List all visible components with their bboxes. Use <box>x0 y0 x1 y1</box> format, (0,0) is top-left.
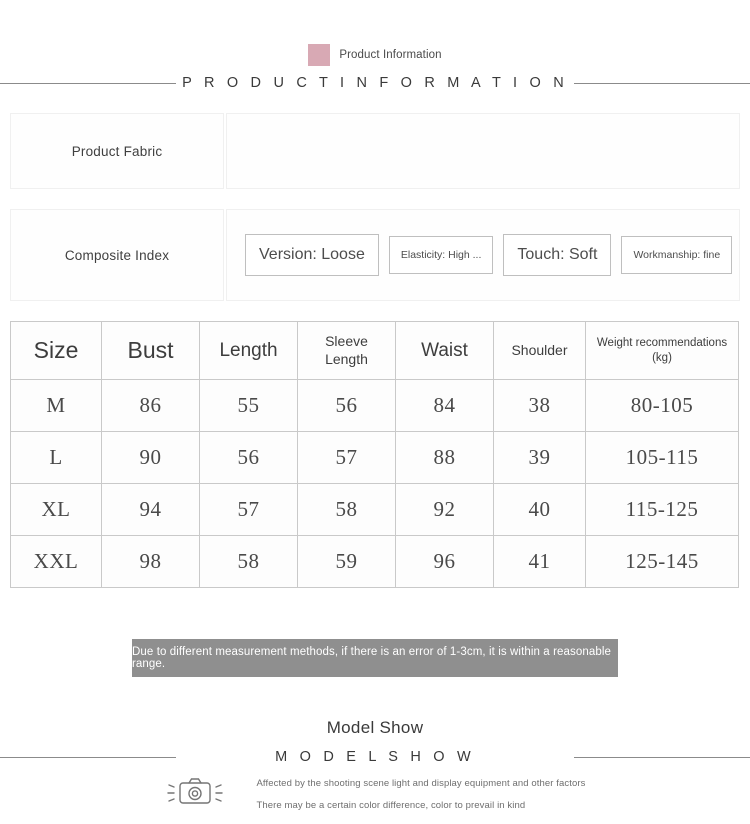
cell-length: 55 <box>199 379 298 432</box>
cell-waist: 84 <box>395 379 494 432</box>
cell-length: 56 <box>199 431 298 484</box>
header-weight-recommendations: Weight recommendations (kg) <box>585 321 739 380</box>
page-title: P R O D U C T I N F O R M A T I O N <box>182 75 568 91</box>
model-rule-row: M O D E L S H O W <box>0 749 750 765</box>
cell-shoulder: 38 <box>493 379 586 432</box>
cell-shoulder: 41 <box>493 535 586 588</box>
tag-touch[interactable]: Touch: Soft <box>503 234 612 276</box>
cell-bust: 98 <box>101 535 200 588</box>
table-row: XXL 98 58 59 96 41 125-145 <box>10 535 739 588</box>
composite-index-tags: Version: Loose Elasticity: High ... Touc… <box>226 209 740 301</box>
tag-workmanship[interactable]: Workmanship: fine <box>621 236 733 274</box>
cell-sleeve: 56 <box>297 379 396 432</box>
cell-weight: 80-105 <box>585 379 739 432</box>
model-show-title: Model Show <box>326 718 424 737</box>
model-show-heading: Model Show M O D E L S H O W <box>0 718 750 765</box>
product-information-heading: Product Information P R O D U C T I N F … <box>0 44 750 91</box>
cell-size: L <box>10 431 102 484</box>
table-row: L 90 56 57 88 39 105-115 <box>10 431 739 484</box>
header-waist: Waist <box>395 321 494 380</box>
cell-waist: 96 <box>395 535 494 588</box>
header-sleeve-length: Sleeve Length <box>297 321 396 380</box>
cell-bust: 90 <box>101 431 200 484</box>
composite-index-row: Composite Index Version: Loose Elasticit… <box>10 209 740 301</box>
cell-weight: 125-145 <box>585 535 739 588</box>
product-fabric-row: Product Fabric <box>10 113 740 189</box>
rule-left <box>0 756 176 758</box>
rule-right <box>574 82 750 84</box>
cell-size: XXL <box>10 535 102 588</box>
badge-label: Product Information <box>339 49 442 61</box>
rule-right <box>574 756 750 758</box>
camera-note-line-1: Affected by the shooting scene light and… <box>256 778 586 789</box>
camera-note-line-2: There may be a certain color difference,… <box>256 800 526 811</box>
table-header-row: Size Bust Length Sleeve Length Waist Sho… <box>10 321 739 380</box>
cell-shoulder: 39 <box>493 431 586 484</box>
cell-size: XL <box>10 483 102 536</box>
header-shoulder: Shoulder <box>493 321 586 380</box>
camera-notes: Affected by the shooting scene light and… <box>256 778 585 811</box>
cell-weight: 115-125 <box>585 483 739 536</box>
title-rule-row: P R O D U C T I N F O R M A T I O N <box>0 75 750 91</box>
product-fabric-label: Product Fabric <box>10 113 224 189</box>
cell-sleeve: 57 <box>297 431 396 484</box>
cell-length: 58 <box>199 535 298 588</box>
cell-bust: 94 <box>101 483 200 536</box>
pink-square-icon <box>308 44 331 66</box>
cell-waist: 92 <box>395 483 494 536</box>
table-row: M 86 55 56 84 38 80-105 <box>10 379 739 432</box>
header-bust: Bust <box>101 321 200 380</box>
composite-index-label: Composite Index <box>10 209 224 301</box>
cell-length: 57 <box>199 483 298 536</box>
tag-version[interactable]: Version: Loose <box>245 234 379 276</box>
header-size: Size <box>10 321 102 380</box>
header-length: Length <box>199 321 298 380</box>
cell-sleeve: 59 <box>297 535 396 588</box>
cell-waist: 88 <box>395 431 494 484</box>
cell-size: M <box>10 379 102 432</box>
product-fabric-value <box>226 113 740 189</box>
camera-icon <box>164 772 226 817</box>
rule-left <box>0 82 176 84</box>
cell-sleeve: 58 <box>297 483 396 536</box>
color-difference-note: Affected by the shooting scene light and… <box>0 772 750 817</box>
table-row: XL 94 57 58 92 40 115-125 <box>10 483 739 536</box>
cell-shoulder: 40 <box>493 483 586 536</box>
cell-bust: 86 <box>101 379 200 432</box>
badge-row: Product Information <box>0 44 750 66</box>
tag-elasticity[interactable]: Elasticity: High ... <box>388 236 494 274</box>
model-show-subtitle: M O D E L S H O W <box>275 749 475 765</box>
measurement-notice-bar: Due to different measurement methods, if… <box>132 639 618 677</box>
size-chart-table: Size Bust Length Sleeve Length Waist Sho… <box>10 321 739 588</box>
cell-weight: 105-115 <box>585 431 739 484</box>
